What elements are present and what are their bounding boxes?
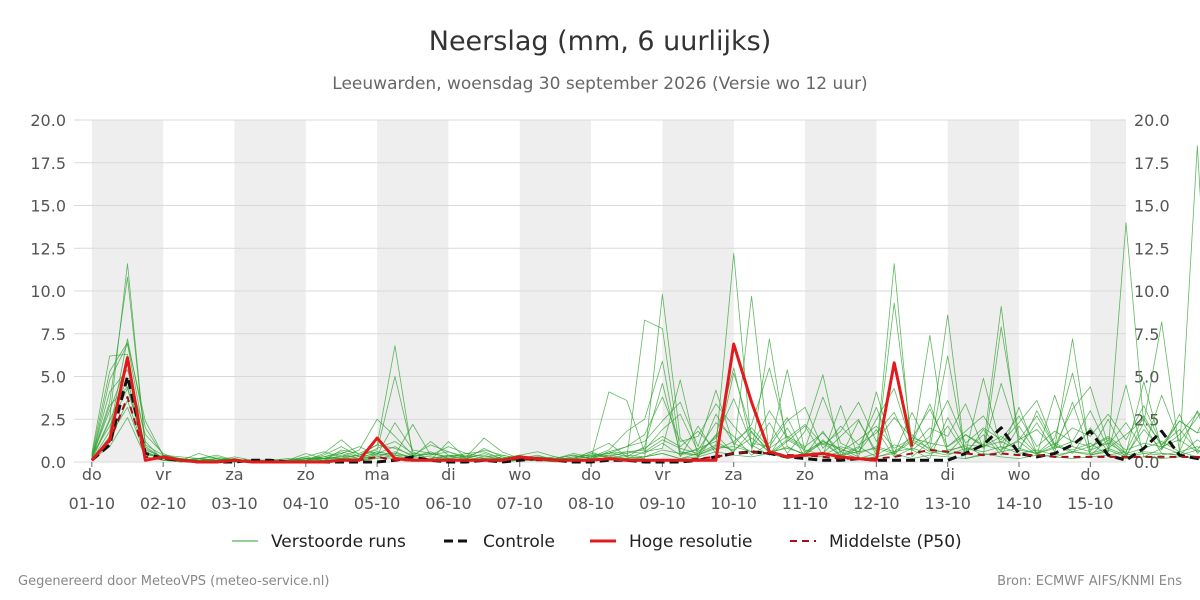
x-tick-dow-5: di bbox=[441, 465, 456, 484]
series-hires bbox=[90, 342, 914, 464]
x-tick-date-1: 02-10 bbox=[140, 494, 187, 513]
legend-median-label: Middelste (P50) bbox=[829, 532, 962, 552]
legend-hires-label: Hoge resolutie bbox=[629, 532, 753, 552]
chart-title: Neerslag (mm, 6 uurlijks) bbox=[429, 26, 771, 57]
y-tick-left-4: 10.0 bbox=[30, 282, 66, 301]
x-tick-date-5: 06-10 bbox=[425, 494, 472, 513]
y-tick-right-8: 20.0 bbox=[1134, 111, 1170, 130]
y-tick-right-2: 5.0 bbox=[1134, 368, 1159, 387]
x-tick-date-2: 03-10 bbox=[211, 494, 258, 513]
y-tick-right-4: 10.0 bbox=[1134, 282, 1170, 301]
x-tick-dow-10: zo bbox=[796, 465, 814, 484]
x-tick-date-11: 12-10 bbox=[853, 494, 900, 513]
y-tick-left-6: 15.0 bbox=[30, 197, 66, 216]
x-tick-date-6: 07-10 bbox=[497, 494, 544, 513]
x-tick-dow-7: do bbox=[581, 465, 601, 484]
y-tick-left-2: 5.0 bbox=[41, 368, 66, 387]
x-tick-dow-12: di bbox=[940, 465, 955, 484]
main-series bbox=[90, 342, 1200, 464]
x-tick-date-7: 08-10 bbox=[568, 494, 615, 513]
y-tick-right-3: 7.5 bbox=[1134, 325, 1159, 344]
y-axis-left: 0.0 2.5 5.0 7.5 10.0 12.5 15.0 17.5 20.0 bbox=[30, 111, 66, 472]
ensemble-run-13 bbox=[91, 386, 1200, 463]
x-tick-dow-1: vr bbox=[155, 465, 171, 484]
x-tick-dow-9: za bbox=[725, 465, 743, 484]
x-tick-dow-0: do bbox=[82, 465, 102, 484]
y-tick-left-8: 20.0 bbox=[30, 111, 66, 130]
x-tick-dow-14: do bbox=[1080, 465, 1100, 484]
x-tick-date-3: 04-10 bbox=[283, 494, 330, 513]
ensemble-run-5 bbox=[91, 343, 1200, 463]
x-tick-dow-3: zo bbox=[297, 465, 315, 484]
legend-control-label: Controle bbox=[483, 532, 555, 552]
x-tick-dow-13: wo bbox=[1008, 465, 1031, 484]
x-tick-dow-4: ma bbox=[364, 465, 389, 484]
legend: Verstoorde runs Controle Hoge resolutie … bbox=[232, 532, 962, 552]
footer-generator: Gegenereerd door MeteoVPS (meteo-service… bbox=[18, 574, 329, 589]
x-tick-date-14: 15-10 bbox=[1067, 494, 1114, 513]
x-tick-dow-2: za bbox=[225, 465, 243, 484]
legend-ensemble-label: Verstoorde runs bbox=[271, 532, 406, 552]
footer-source: Bron: ECMWF AIFS/KNMI Ens bbox=[997, 574, 1182, 589]
x-tick-date-9: 10-10 bbox=[710, 494, 757, 513]
y-tick-left-3: 7.5 bbox=[41, 325, 66, 344]
y-tick-left-0: 0.0 bbox=[41, 453, 66, 472]
x-tick-date-4: 05-10 bbox=[354, 494, 401, 513]
x-tick-date-13: 14-10 bbox=[996, 494, 1043, 513]
y-tick-right-6: 15.0 bbox=[1134, 197, 1170, 216]
x-axis: do 01-10 vr 02-10 za 03-10 zo 04-10 ma 05-10 di 06-… bbox=[69, 462, 1114, 513]
y-tick-left-1: 2.5 bbox=[41, 410, 66, 429]
y-tick-left-5: 12.5 bbox=[30, 239, 66, 258]
x-tick-dow-6: wo bbox=[508, 465, 531, 484]
y-tick-right-5: 12.5 bbox=[1134, 239, 1170, 258]
x-tick-date-10: 11-10 bbox=[782, 494, 829, 513]
x-tick-dow-8: vr bbox=[654, 465, 670, 484]
y-axis-right: 0.02.55.07.510.012.515.017.520.0 bbox=[1134, 111, 1170, 472]
x-tick-dow-11: ma bbox=[864, 465, 889, 484]
y-tick-left-7: 17.5 bbox=[30, 154, 66, 173]
x-tick-date-0: 01-10 bbox=[69, 494, 116, 513]
ensemble-run-12 bbox=[91, 369, 1200, 463]
chart-subtitle: Leeuwarden, woensdag 30 september 2026 (… bbox=[332, 74, 867, 94]
x-tick-date-8: 09-10 bbox=[639, 494, 686, 513]
y-tick-right-7: 17.5 bbox=[1134, 154, 1170, 173]
x-tick-date-12: 13-10 bbox=[924, 494, 971, 513]
